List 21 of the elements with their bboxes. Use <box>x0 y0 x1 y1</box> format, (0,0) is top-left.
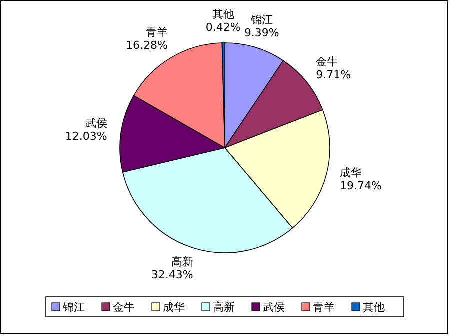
slice-label: 武侯 <box>85 116 108 130</box>
slice-label: 青羊 <box>146 26 168 39</box>
legend-label: 武侯 <box>263 301 285 314</box>
data-label: 12.03% <box>65 130 108 143</box>
legend-label: 金牛 <box>113 301 135 314</box>
data-label: 0.42% <box>206 21 241 34</box>
data-label: 32.43% <box>151 268 194 282</box>
slice-label: 高新 <box>171 256 194 269</box>
slice-label: 其他 <box>212 8 234 22</box>
legend-label: 其他 <box>363 301 385 314</box>
legend-label: 高新 <box>213 301 235 314</box>
legend-label: 锦江 <box>62 301 85 314</box>
slice-label: 成华 <box>340 166 362 180</box>
data-label: 9.71% <box>316 68 352 82</box>
data-label: 19.74% <box>340 179 382 192</box>
data-label: 16.28% <box>126 38 168 52</box>
legend-label: 青羊 <box>313 301 335 314</box>
data-label: 9.39% <box>244 26 280 40</box>
legend-label: 成华 <box>163 301 185 314</box>
slice-label: 金牛 <box>316 56 338 69</box>
slice-label: 锦江 <box>250 13 273 26</box>
